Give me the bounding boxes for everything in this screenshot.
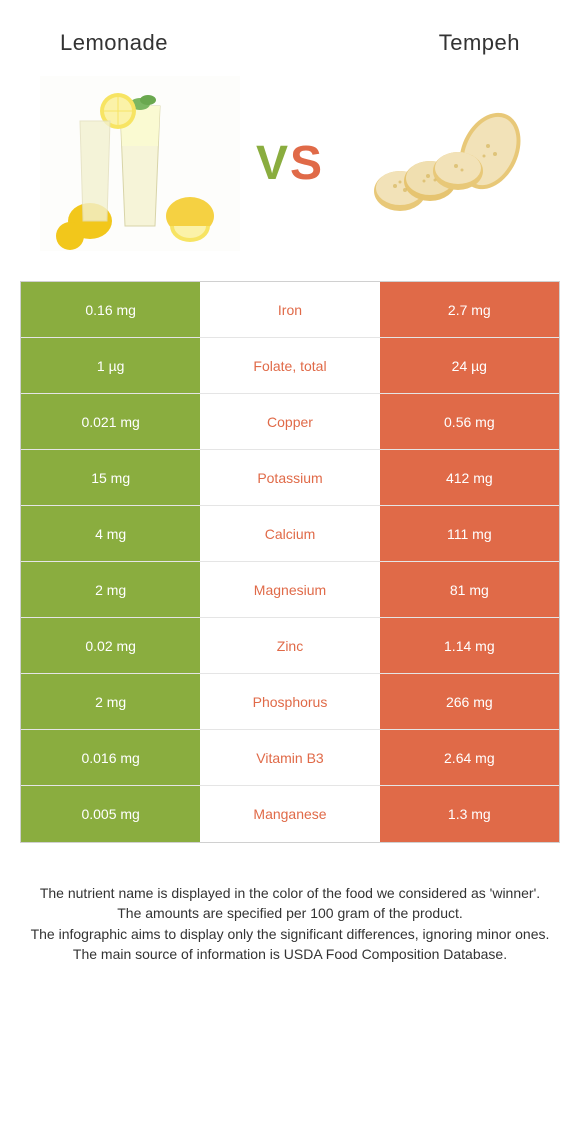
right-value-cell: 0.56 mg — [380, 394, 559, 449]
nutrient-name-cell: Magnesium — [200, 562, 379, 617]
nutrient-name-cell: Zinc — [200, 618, 379, 673]
left-value-cell: 0.016 mg — [21, 730, 200, 785]
title-left: Lemonade — [60, 30, 168, 56]
right-value-cell: 2.64 mg — [380, 730, 559, 785]
table-row: 1 µgFolate, total24 µg — [21, 338, 559, 394]
table-row: 0.16 mgIron2.7 mg — [21, 282, 559, 338]
right-value-cell: 412 mg — [380, 450, 559, 505]
comparison-table: 0.16 mgIron2.7 mg1 µgFolate, total24 µg0… — [20, 281, 560, 843]
table-row: 0.005 mgManganese1.3 mg — [21, 786, 559, 842]
nutrient-name-cell: Vitamin B3 — [200, 730, 379, 785]
titles-row: Lemonade Tempeh — [0, 0, 580, 76]
title-right: Tempeh — [439, 30, 520, 56]
footnote-line: The main source of information is USDA F… — [30, 944, 550, 964]
right-value-cell: 2.7 mg — [380, 282, 559, 337]
nutrient-name-cell: Phosphorus — [200, 674, 379, 729]
nutrient-name-cell: Calcium — [200, 506, 379, 561]
right-value-cell: 24 µg — [380, 338, 559, 393]
nutrient-name-cell: Potassium — [200, 450, 379, 505]
nutrient-name-cell: Copper — [200, 394, 379, 449]
left-value-cell: 0.16 mg — [21, 282, 200, 337]
table-row: 2 mgMagnesium81 mg — [21, 562, 559, 618]
nutrient-name-cell: Iron — [200, 282, 379, 337]
left-value-cell: 4 mg — [21, 506, 200, 561]
hero-row: VS — [0, 76, 580, 281]
left-value-cell: 0.02 mg — [21, 618, 200, 673]
tempeh-icon — [340, 76, 540, 251]
vs-v-letter: V — [256, 137, 290, 190]
lemonade-image — [40, 76, 240, 251]
left-value-cell: 0.021 mg — [21, 394, 200, 449]
right-value-cell: 81 mg — [380, 562, 559, 617]
left-value-cell: 15 mg — [21, 450, 200, 505]
left-value-cell: 2 mg — [21, 562, 200, 617]
footnote-line: The nutrient name is displayed in the co… — [30, 883, 550, 903]
table-row: 0.021 mgCopper0.56 mg — [21, 394, 559, 450]
vs-s-letter: S — [290, 137, 324, 190]
table-row: 4 mgCalcium111 mg — [21, 506, 559, 562]
table-row: 2 mgPhosphorus266 mg — [21, 674, 559, 730]
right-value-cell: 266 mg — [380, 674, 559, 729]
lemonade-icon — [40, 76, 240, 251]
vs-label: VS — [256, 136, 324, 191]
table-row: 0.02 mgZinc1.14 mg — [21, 618, 559, 674]
right-value-cell: 111 mg — [380, 506, 559, 561]
nutrient-name-cell: Manganese — [200, 786, 379, 842]
footnote-line: The amounts are specified per 100 gram o… — [30, 903, 550, 923]
right-value-cell: 1.3 mg — [380, 786, 559, 842]
left-value-cell: 2 mg — [21, 674, 200, 729]
footnote: The nutrient name is displayed in the co… — [0, 843, 580, 964]
table-row: 15 mgPotassium412 mg — [21, 450, 559, 506]
infographic-container: Lemonade Tempeh — [0, 0, 580, 964]
tempeh-image — [340, 76, 540, 251]
left-value-cell: 0.005 mg — [21, 786, 200, 842]
left-value-cell: 1 µg — [21, 338, 200, 393]
footnote-line: The infographic aims to display only the… — [30, 924, 550, 944]
nutrient-name-cell: Folate, total — [200, 338, 379, 393]
right-value-cell: 1.14 mg — [380, 618, 559, 673]
table-row: 0.016 mgVitamin B32.64 mg — [21, 730, 559, 786]
